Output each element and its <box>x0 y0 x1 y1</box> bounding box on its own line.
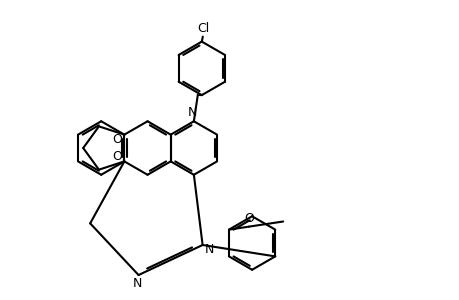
Text: O: O <box>112 150 122 163</box>
Text: N: N <box>188 106 197 119</box>
Text: O: O <box>243 212 253 225</box>
Text: O: O <box>112 134 122 146</box>
Text: Cl: Cl <box>197 22 209 35</box>
Text: N: N <box>204 243 214 256</box>
Text: N: N <box>132 277 141 290</box>
